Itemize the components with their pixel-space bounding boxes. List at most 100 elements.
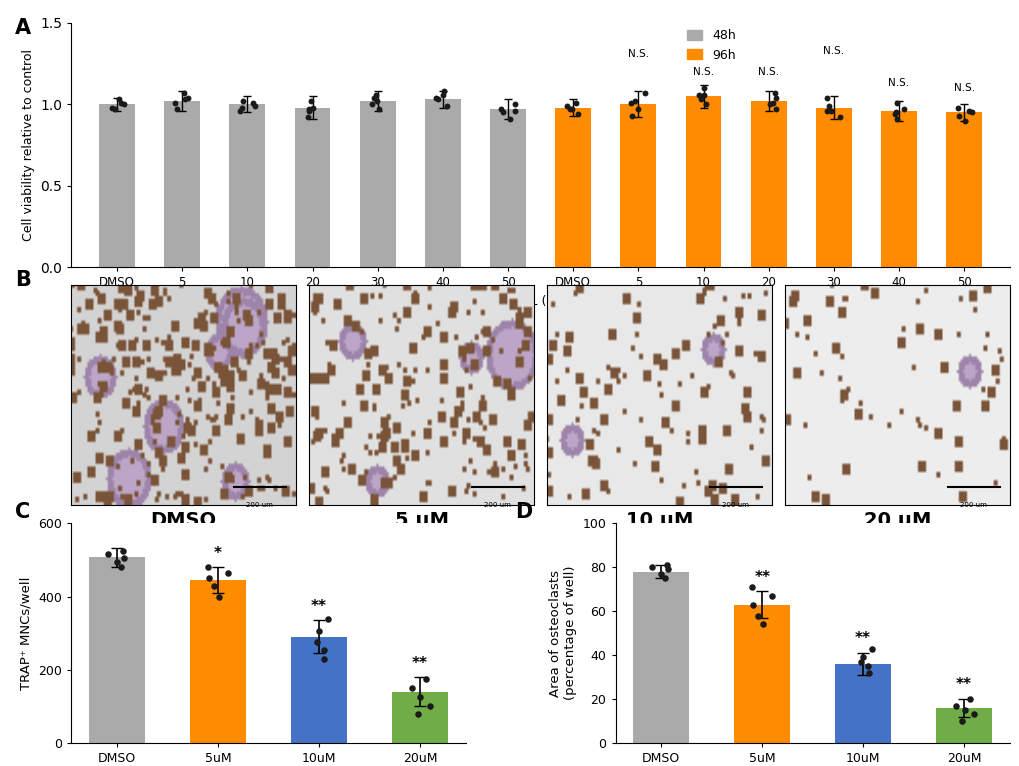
Point [316,643,332,656]
Point [749,610,765,622]
Point [887,108,903,120]
Point [854,651,870,663]
Point [301,103,317,116]
Point [404,682,420,694]
Point [219,567,235,579]
Point [427,92,443,104]
Point [763,590,780,602]
Point [818,105,835,117]
Point [303,95,319,107]
Bar [946,113,981,267]
Point [211,591,227,603]
Point [859,660,875,673]
Bar [935,708,990,743]
Text: *: * [214,545,222,561]
Bar [633,571,688,743]
Point [234,101,251,113]
Point [308,637,324,649]
Point [965,709,981,721]
Bar [880,111,916,267]
Point [305,101,321,113]
Point [761,98,777,110]
Point [766,87,783,99]
Y-axis label: TRAP⁺ MNCs/well: TRAP⁺ MNCs/well [20,577,33,690]
Point [623,97,639,109]
Point [860,666,876,679]
Text: B: B [15,270,32,290]
Point [697,98,713,110]
Bar [489,110,526,267]
Point [570,108,586,120]
Point [888,97,904,109]
Text: **: ** [311,599,327,614]
Point [301,105,317,117]
Point [231,105,248,117]
Text: N.S.: N.S. [627,49,648,59]
Bar [685,97,720,267]
Point [895,103,911,116]
Bar [360,101,395,267]
Text: **: ** [854,631,870,647]
Point [439,100,455,112]
Point [112,561,128,574]
Text: A: A [15,18,32,38]
Point [501,113,518,125]
Point [852,656,868,668]
Point [889,113,905,125]
Point [961,693,977,705]
Text: N.S.: N.S. [953,83,974,93]
Point [659,563,676,575]
Point [956,114,972,126]
Point [636,87,652,99]
Text: N.S.: N.S. [692,67,713,77]
Text: N.S.: N.S. [888,78,909,88]
Bar [734,604,789,743]
Bar [750,101,786,267]
Point [175,87,192,99]
Point [764,97,781,109]
Point [822,105,839,117]
Point [963,106,979,119]
Point [412,691,428,703]
Point [206,579,222,591]
Point [643,561,659,574]
Bar [392,692,447,743]
Point [247,100,263,112]
Text: 200 um: 200 um [960,502,986,508]
Point [506,98,523,110]
Point [364,98,380,110]
Point [863,643,879,655]
Point [100,548,116,561]
Point [744,598,760,611]
X-axis label: DMSO: DMSO [151,511,216,529]
Point [695,88,711,100]
Bar [620,104,655,267]
Point [110,93,126,106]
Point [316,653,332,665]
Point [767,103,784,116]
Legend: 48h, 96h: 48h, 96h [682,25,740,67]
Point [564,103,580,116]
Bar [425,100,461,267]
Point [558,100,575,112]
Point [947,699,963,712]
Point [367,88,383,100]
Point [366,92,382,104]
Point [371,103,387,116]
Bar [554,107,591,267]
Point [436,85,452,97]
Text: N.S.: N.S. [757,67,779,77]
Text: **: ** [955,677,971,692]
Point [115,545,131,557]
Point [410,708,426,720]
Y-axis label: Cell viability relative to control: Cell viability relative to control [21,49,35,241]
Point [692,93,708,106]
Point [950,110,966,122]
Point [115,552,131,565]
Bar [90,558,145,743]
Point [624,110,640,122]
Point [177,93,194,106]
Point [234,95,251,107]
Point [107,103,123,116]
Bar [164,101,200,267]
